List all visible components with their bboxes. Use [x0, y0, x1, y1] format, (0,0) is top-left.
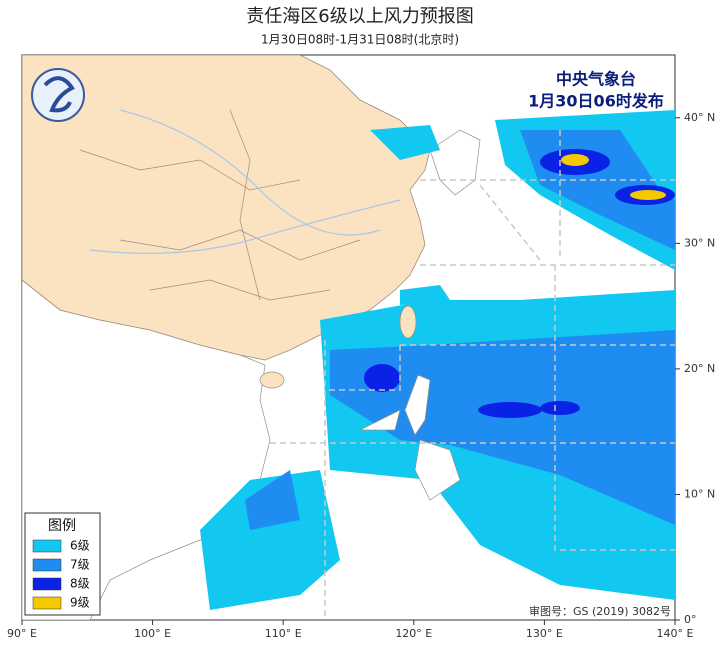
legend-swatch [32, 577, 62, 591]
title: 责任海区6级以上风力预报图 [246, 6, 473, 27]
legend-swatch [32, 596, 62, 610]
wind-8 [478, 402, 542, 418]
wind-8 [364, 364, 400, 392]
legend-title: 图例 [48, 518, 76, 534]
lon-tick-label: 130° E [526, 627, 563, 640]
lon-tick-label: 110° E [265, 627, 302, 640]
map-frame [21, 54, 676, 621]
logo [31, 68, 85, 122]
hainan [259, 371, 285, 389]
lat-tick-label: 10° N [684, 487, 715, 500]
legend-label: 8级 [70, 577, 90, 591]
wind-7 [245, 130, 675, 530]
legend-swatch [32, 539, 62, 553]
lon-tick-label: 100° E [134, 627, 171, 640]
philippines [359, 374, 461, 501]
lon-tick-label: 90° E [7, 627, 37, 640]
legend-swatch [32, 558, 62, 572]
lon-tick-label: 120° E [395, 627, 432, 640]
wind-9 [630, 190, 666, 200]
issuer: 中央气象台 [556, 70, 636, 89]
legend-label: 7级 [70, 558, 90, 572]
legend-label: 9级 [70, 596, 90, 610]
approval-number: 审图号：GS (2019) 3082号 [529, 604, 671, 618]
lat-tick-label: 30° N [684, 236, 715, 249]
wind-9 [561, 154, 589, 166]
lon-tick-label: 140° E [657, 627, 694, 640]
china-land [22, 55, 431, 361]
wind-8 [540, 401, 580, 415]
lat-tick-label: 0° [684, 613, 697, 626]
issue-time: 1月30日06时发布 [528, 92, 664, 111]
lat-tick-label: 20° N [684, 362, 715, 375]
taiwan [399, 305, 417, 339]
legend-label: 6级 [70, 539, 90, 553]
lat-tick-label: 40° N [684, 111, 715, 124]
subtitle: 1月30日08时-1月31日08时(北京时) [261, 33, 459, 47]
